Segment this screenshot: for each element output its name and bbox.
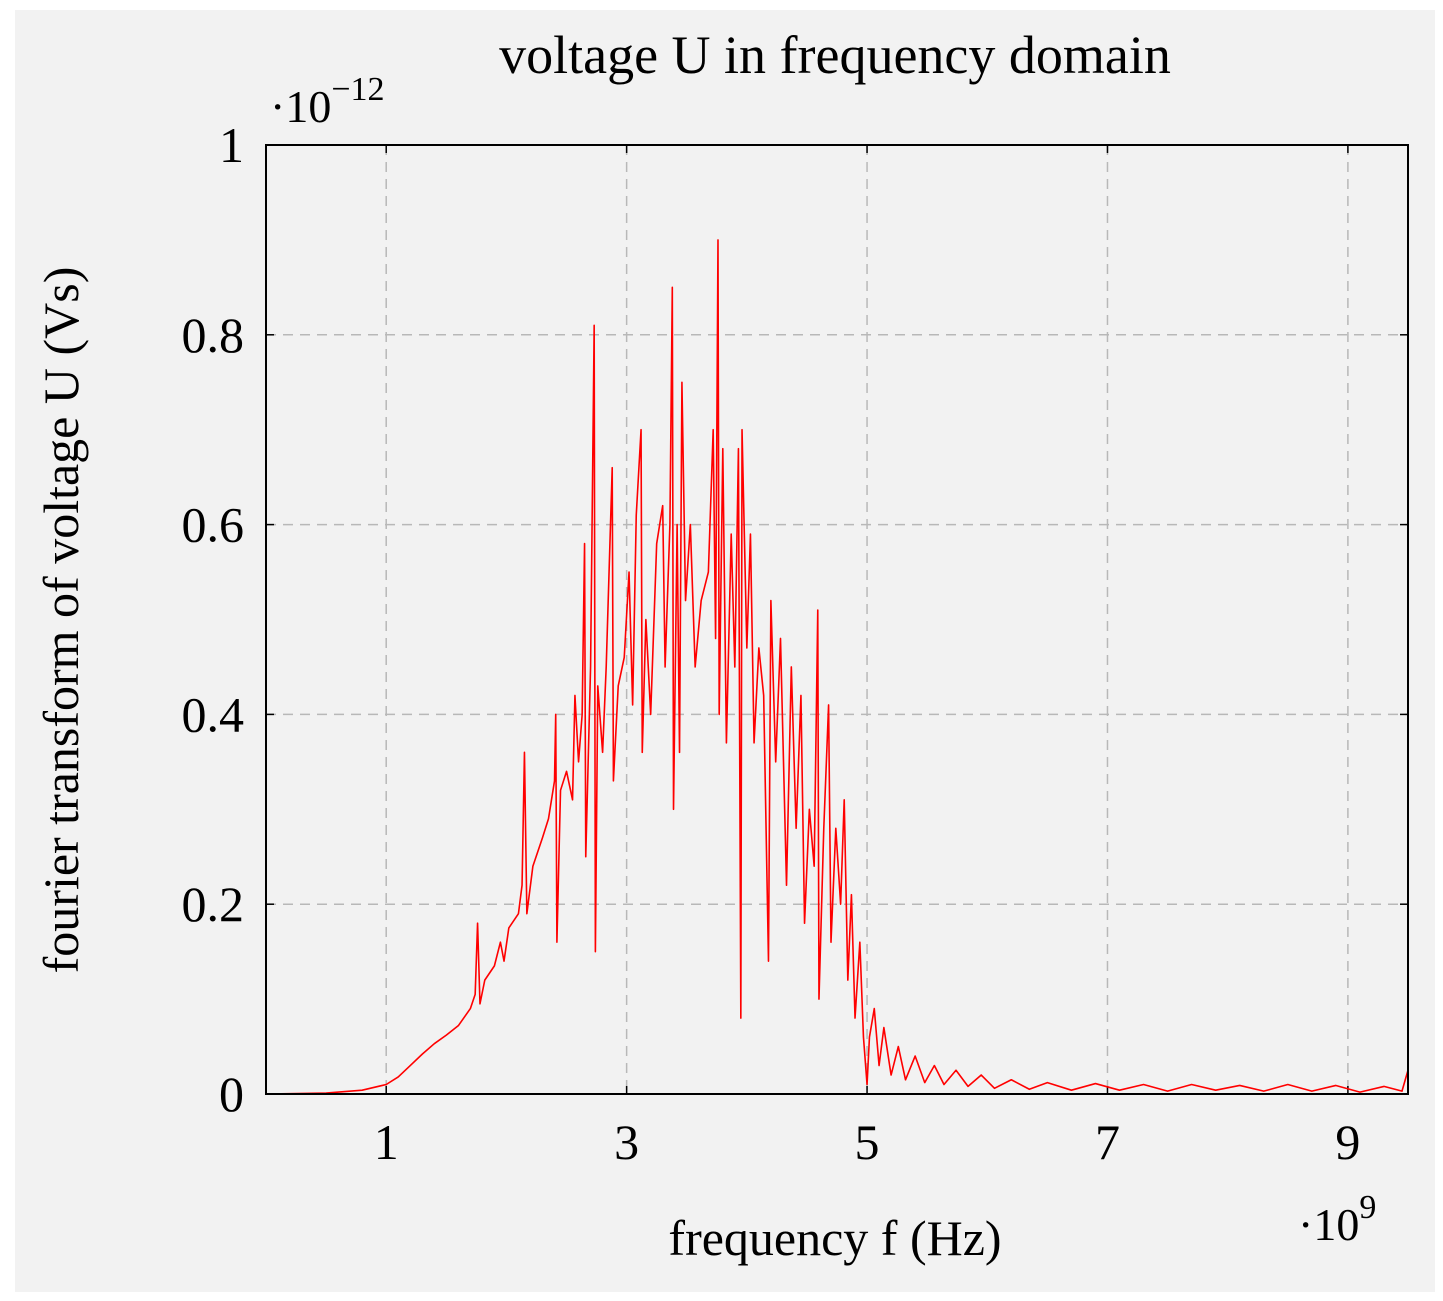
- x-multiplier-base: ·10: [1298, 1199, 1359, 1250]
- y-multiplier: ·10−12: [270, 71, 385, 132]
- y-tick-label: 0.8: [182, 307, 245, 363]
- x-tick-label: 7: [1095, 1114, 1120, 1170]
- x-tick-label: 1: [374, 1114, 399, 1170]
- plot-frame: [265, 144, 1409, 1095]
- y-tick-label: 0: [219, 1066, 244, 1122]
- y-tick-label: 0.6: [182, 497, 245, 553]
- y-multiplier-base: ·10: [270, 81, 331, 132]
- x-multiplier-exponent: 9: [1359, 1189, 1376, 1226]
- x-tick-label: 9: [1335, 1114, 1360, 1170]
- y-axis-label: fourier transform of voltage U (Vs): [33, 267, 89, 974]
- x-tick-label: 3: [614, 1114, 639, 1170]
- x-tick-label: 5: [855, 1114, 880, 1170]
- y-multiplier-exponent: −12: [331, 71, 384, 108]
- x-axis-label: frequency f (Hz): [668, 1210, 1001, 1266]
- y-tick-label: 0.2: [182, 876, 245, 932]
- x-multiplier: ·109: [1298, 1189, 1376, 1250]
- chart-title: voltage U in frequency domain: [499, 25, 1171, 85]
- y-tick-label: 1: [219, 117, 244, 173]
- data-line: [265, 239, 1409, 1095]
- y-tick-label: 0.4: [182, 686, 245, 742]
